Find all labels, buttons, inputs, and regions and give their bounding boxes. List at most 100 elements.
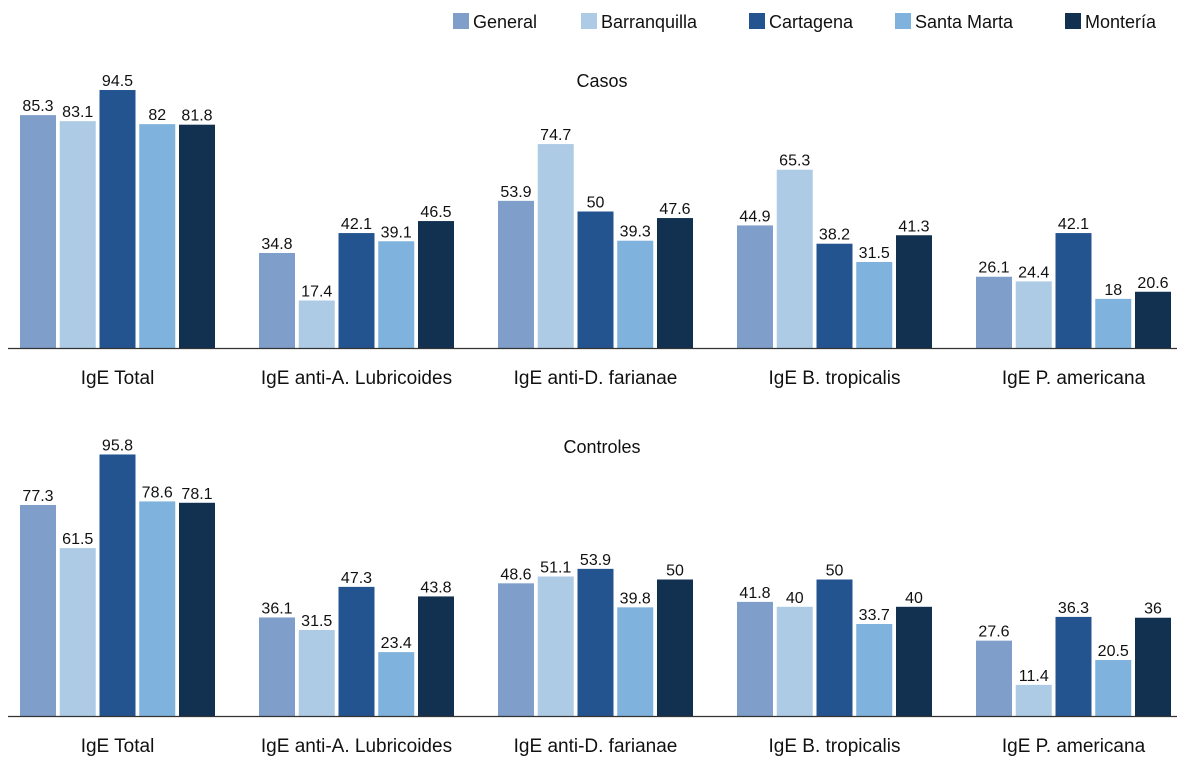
bar-santa-marta-ige-p-americana (1095, 660, 1132, 716)
legend: General Barranquilla Cartagena Santa Marta M… (453, 12, 1157, 32)
bar-general-ige-anti-a-lubricoides (259, 252, 295, 348)
bar-cartagena-ige-anti-d-farianae (577, 568, 614, 716)
bar-monteria-ige-total (179, 502, 215, 716)
data-label: 26.1 (978, 260, 1009, 277)
bar-barranquilla-ige-p-americana (1015, 281, 1052, 348)
bar-barranquilla-ige-p-americana (1015, 684, 1052, 716)
bar-santa-marta-ige-anti-a-lubricoides (378, 652, 415, 716)
bar-barranquilla-ige-total (59, 121, 96, 349)
legend-label-barranquilla: Barranquilla (601, 12, 698, 32)
data-label: 95.8 (102, 437, 133, 454)
x-tick-label: IgE Total (81, 736, 155, 757)
data-label: 27.6 (978, 624, 1009, 641)
bar-barranquilla-ige-anti-d-farianae (537, 144, 574, 348)
bar-santa-marta-ige-anti-d-farianae (617, 240, 654, 348)
bar-santa-marta-ige-total (139, 501, 176, 716)
data-label: 11.4 (1019, 668, 1049, 685)
bar-santa-marta-ige-p-americana (1095, 298, 1132, 348)
data-label: 44.9 (739, 208, 770, 225)
data-label: 85.3 (22, 98, 53, 115)
x-tick-label: IgE Total (81, 368, 155, 389)
data-label: 23.4 (381, 635, 412, 652)
bar-general-ige-total (20, 115, 56, 348)
bar-barranquilla-ige-total (59, 548, 96, 716)
bar-monteria-ige-total (179, 124, 215, 348)
data-label: 18 (1104, 282, 1122, 299)
bar-general-ige-b-tropicalis (737, 225, 773, 348)
bar-barranquilla-ige-anti-d-farianae (537, 576, 574, 716)
data-label: 47.6 (659, 201, 690, 218)
data-label: 36.3 (1058, 600, 1089, 617)
data-label: 39.8 (620, 590, 651, 607)
x-tick-label: IgE B. tropicalis (769, 736, 901, 757)
legend-label-monteria: Montería (1085, 12, 1157, 32)
bar-cartagena-ige-b-tropicalis (816, 579, 853, 716)
bar-santa-marta-ige-anti-d-farianae (617, 607, 654, 716)
bar-cartagena-ige-total (99, 90, 136, 348)
data-label: 20.6 (1137, 275, 1168, 292)
bar-santa-marta-ige-total (139, 124, 176, 348)
bar-general-ige-b-tropicalis (737, 601, 773, 716)
panel-controles: Controles 77.3 36.1 48.6 41.8 27.6 61.5 31.5 51.… (8, 437, 1177, 757)
data-label: 38.2 (819, 227, 850, 244)
data-label: 48.6 (500, 566, 531, 583)
data-label: 53.9 (580, 552, 611, 569)
data-label: 36 (1144, 601, 1162, 618)
legend-swatch-barranquilla (581, 13, 597, 29)
bar-cartagena-ige-b-tropicalis (816, 243, 853, 348)
x-tick-label: IgE anti-A. Lubricoides (261, 368, 452, 389)
bar-cartagena-ige-anti-a-lubricoides (338, 586, 375, 716)
data-label: 46.5 (420, 204, 451, 221)
data-label: 41.3 (898, 218, 929, 235)
data-label: 36.1 (261, 600, 292, 617)
bar-general-ige-total (20, 504, 56, 716)
legend-swatch-cartagena (749, 13, 765, 29)
bar-monteria-ige-b-tropicalis (896, 235, 932, 348)
data-label: 34.8 (261, 236, 292, 253)
x-tick-label: IgE anti-A. Lubricoides (261, 736, 452, 757)
x-tick-label: IgE B. tropicalis (769, 368, 901, 389)
data-label: 50 (587, 195, 605, 212)
data-label: 40 (786, 590, 804, 607)
data-label: 74.7 (540, 127, 571, 144)
data-label: 78.6 (142, 484, 173, 501)
legend-label-santa-marta: Santa Marta (915, 12, 1014, 32)
data-label: 53.9 (500, 184, 531, 201)
data-label: 51.1 (540, 559, 571, 576)
data-label: 20.5 (1098, 643, 1129, 660)
legend-swatch-general (453, 13, 469, 29)
bar-monteria-ige-anti-a-lubricoides (418, 596, 454, 716)
data-label: 17.4 (301, 283, 332, 300)
bar-barranquilla-ige-b-tropicalis (776, 169, 813, 348)
panel-title: Casos (576, 71, 627, 91)
bar-cartagena-ige-anti-d-farianae (577, 211, 614, 348)
bar-monteria-ige-b-tropicalis (896, 606, 932, 716)
data-label: 42.1 (1058, 216, 1089, 233)
bar-barranquilla-ige-b-tropicalis (776, 606, 813, 716)
bar-general-ige-p-americana (976, 640, 1012, 716)
data-label: 39.3 (620, 224, 651, 241)
data-label: 82 (148, 107, 166, 124)
data-label: 31.5 (859, 245, 890, 262)
data-label: 39.1 (381, 224, 412, 241)
data-label: 83.1 (62, 104, 93, 121)
bar-cartagena-ige-anti-a-lubricoides (338, 233, 375, 348)
bar-cartagena-ige-total (99, 454, 136, 716)
x-tick-label: IgE anti-D. farianae (514, 736, 678, 757)
bar-barranquilla-ige-anti-a-lubricoides (298, 630, 335, 716)
bar-monteria-ige-p-americana (1135, 617, 1171, 716)
legend-swatch-santa-marta (895, 13, 911, 29)
data-label: 94.5 (102, 73, 133, 90)
bar-santa-marta-ige-b-tropicalis (856, 623, 893, 716)
bar-cartagena-ige-p-americana (1055, 616, 1092, 716)
bar-general-ige-p-americana (976, 276, 1012, 348)
data-label: 40 (905, 590, 923, 607)
chart-panels: Casos 85.3 34.8 53.9 44.9 26.1 83.1 17.4 74.7 65.… (8, 71, 1177, 757)
panel-casos: Casos 85.3 34.8 53.9 44.9 26.1 83.1 17.4 74.7 65.… (8, 71, 1177, 389)
bar-general-ige-anti-a-lubricoides (259, 617, 295, 716)
bar-cartagena-ige-p-americana (1055, 233, 1092, 348)
bar-monteria-ige-anti-a-lubricoides (418, 221, 454, 348)
data-label: 50 (826, 563, 844, 580)
x-tick-label: IgE P. americana (1002, 736, 1146, 757)
